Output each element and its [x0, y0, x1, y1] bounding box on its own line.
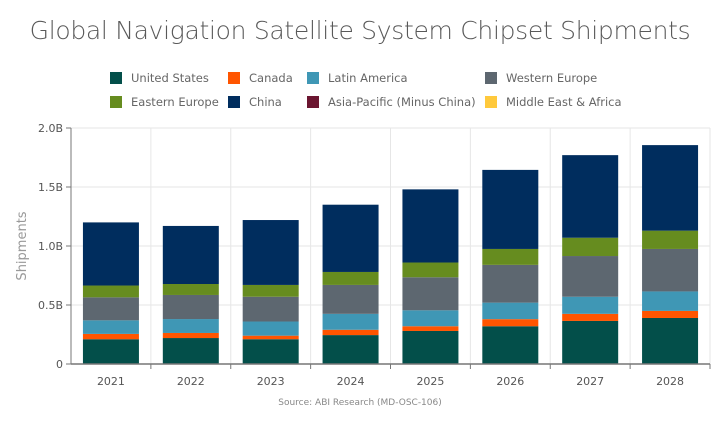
- legend-label: China: [249, 95, 282, 109]
- bar-segment: [562, 237, 619, 257]
- bar-segment: [562, 256, 619, 297]
- bar-segment: [322, 271, 379, 285]
- x-tick-label: 2027: [576, 375, 604, 388]
- bar-segment: [82, 320, 139, 334]
- legend-swatch: [110, 96, 122, 108]
- bar-segment: [562, 320, 619, 364]
- y-tick-label: 1.0B: [38, 240, 63, 253]
- bar-segment: [402, 277, 459, 311]
- bar-segment: [242, 220, 299, 285]
- legend-item[interactable]: Eastern Europe: [110, 95, 219, 109]
- y-tick-label: 0.5B: [38, 299, 63, 312]
- y-tick-label: 0: [56, 358, 63, 371]
- bar-segment: [482, 319, 539, 327]
- bar-segment: [82, 333, 139, 340]
- bar-segment: [242, 296, 299, 322]
- bar-segment: [242, 339, 299, 364]
- bar-segment: [162, 332, 219, 339]
- y-tick-label: 2.0B: [38, 122, 63, 135]
- bar-segment: [482, 326, 539, 364]
- x-tick-label: 2028: [656, 375, 684, 388]
- x-tick-label: 2026: [496, 375, 524, 388]
- legend-label: Middle East & Africa: [506, 95, 622, 109]
- chart-title: Global Navigation Satellite System Chips…: [29, 16, 691, 45]
- legend-swatch: [485, 96, 497, 108]
- bar-segment: [82, 339, 139, 364]
- bar-segment: [482, 302, 539, 320]
- legend-swatch: [110, 72, 122, 84]
- bar-segment: [322, 284, 379, 314]
- legend-label: Eastern Europe: [131, 95, 219, 109]
- y-axis-label: Shipments: [15, 211, 30, 280]
- legend-swatch: [485, 72, 497, 84]
- bar-segment: [482, 248, 539, 265]
- legend-swatch: [307, 96, 319, 108]
- legend-label: Western Europe: [506, 71, 598, 85]
- legend-label: Latin America: [328, 71, 408, 85]
- bar-segment: [562, 155, 619, 238]
- x-tick-label: 2021: [97, 375, 125, 388]
- bar-segment: [162, 319, 219, 333]
- bar-segment: [402, 326, 459, 331]
- bar-segment: [642, 310, 699, 318]
- bar-segment: [642, 248, 699, 292]
- bar-segment: [402, 330, 459, 364]
- legend-swatch: [307, 72, 319, 84]
- legend-swatch: [228, 72, 240, 84]
- bar-segment: [242, 321, 299, 336]
- x-tick-label: 2022: [177, 375, 205, 388]
- legend-item[interactable]: China: [228, 95, 282, 109]
- bar-segment: [562, 313, 619, 321]
- bar-segment: [402, 189, 459, 263]
- bar-segment: [82, 285, 139, 298]
- bar-segment: [162, 283, 219, 295]
- bar-segment: [562, 296, 619, 314]
- bar-segment: [242, 284, 299, 297]
- x-tick-label: 2023: [257, 375, 285, 388]
- legend-label: Canada: [249, 71, 293, 85]
- legend-item[interactable]: Middle East & Africa: [485, 95, 622, 109]
- bar-segment: [482, 169, 539, 249]
- legend-swatch: [228, 96, 240, 108]
- bar-segment: [482, 264, 539, 303]
- bar-segment: [82, 222, 139, 286]
- bar-segment: [642, 230, 699, 249]
- bar-segment: [402, 262, 459, 278]
- legend-item[interactable]: Latin America: [307, 71, 408, 85]
- bar-segment: [162, 338, 219, 364]
- bar-segment: [642, 317, 699, 364]
- legend-item[interactable]: Western Europe: [485, 71, 597, 85]
- legend-item[interactable]: Asia-Pacific (Minus China): [307, 95, 476, 109]
- bar-segment: [642, 145, 699, 231]
- x-tick-label: 2024: [337, 375, 365, 388]
- source-note: Source: ABI Research (MD-OSC-106): [278, 398, 442, 408]
- bar-segment: [162, 294, 219, 320]
- legend-label: United States: [131, 71, 209, 85]
- bar-segment: [402, 310, 459, 327]
- bar-segment: [322, 335, 379, 364]
- bar-segment: [322, 204, 379, 272]
- bar-segment: [322, 313, 379, 330]
- legend-item[interactable]: Canada: [228, 71, 293, 85]
- legend-label: Asia-Pacific (Minus China): [328, 95, 476, 109]
- bar-segment: [642, 291, 699, 311]
- bar-segment: [82, 297, 139, 321]
- legend-item[interactable]: United States: [110, 71, 209, 85]
- x-tick-label: 2025: [416, 375, 444, 388]
- bar-segment: [242, 335, 299, 340]
- bar-segment: [322, 329, 379, 336]
- bar-segment: [162, 225, 219, 284]
- y-tick-label: 1.5B: [38, 181, 63, 194]
